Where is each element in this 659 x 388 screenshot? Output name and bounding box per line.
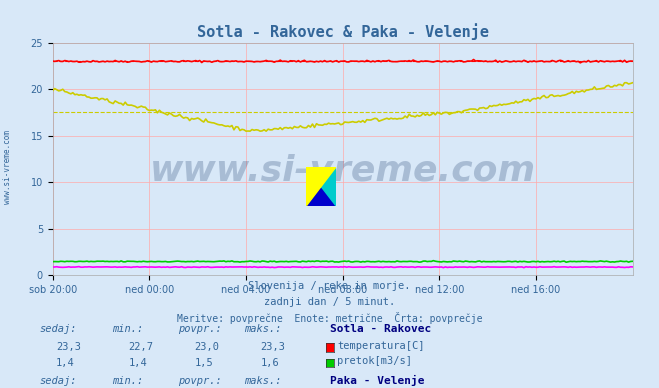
Text: Slovenija / reke in morje.: Slovenija / reke in morje. [248, 281, 411, 291]
Text: 23,3: 23,3 [260, 342, 285, 352]
Title: Sotla - Rakovec & Paka - Velenje: Sotla - Rakovec & Paka - Velenje [196, 23, 489, 40]
Text: 1,4: 1,4 [129, 358, 147, 368]
Text: Meritve: povprečne  Enote: metrične  Črta: povprečje: Meritve: povprečne Enote: metrične Črta:… [177, 312, 482, 324]
Polygon shape [306, 167, 336, 206]
Text: min.:: min.: [112, 376, 143, 386]
Text: 23,0: 23,0 [194, 342, 219, 352]
Text: temperatura[C]: temperatura[C] [337, 341, 425, 351]
Text: maks.:: maks.: [244, 324, 281, 334]
Text: povpr.:: povpr.: [178, 376, 221, 386]
Text: Sotla - Rakovec: Sotla - Rakovec [330, 324, 431, 334]
Polygon shape [306, 167, 336, 206]
Text: 1,5: 1,5 [194, 358, 213, 368]
Text: 22,7: 22,7 [129, 342, 154, 352]
Text: Paka - Velenje: Paka - Velenje [330, 375, 424, 386]
Text: 1,6: 1,6 [260, 358, 279, 368]
Text: sedaj:: sedaj: [40, 324, 77, 334]
Text: sedaj:: sedaj: [40, 376, 77, 386]
Text: 1,4: 1,4 [56, 358, 74, 368]
Text: povpr.:: povpr.: [178, 324, 221, 334]
Text: 23,3: 23,3 [56, 342, 81, 352]
Text: zadnji dan / 5 minut.: zadnji dan / 5 minut. [264, 297, 395, 307]
Text: pretok[m3/s]: pretok[m3/s] [337, 356, 413, 366]
Text: www.si-vreme.com: www.si-vreme.com [3, 130, 13, 204]
Text: min.:: min.: [112, 324, 143, 334]
Text: www.si-vreme.com: www.si-vreme.com [150, 154, 536, 188]
Text: maks.:: maks.: [244, 376, 281, 386]
